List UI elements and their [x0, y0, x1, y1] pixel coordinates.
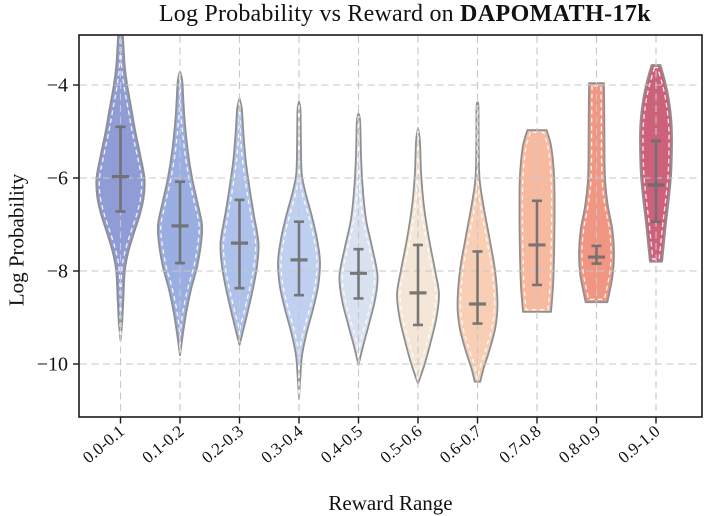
x-axis-label: Reward Range [328, 491, 453, 515]
gridlines [80, 36, 701, 416]
plot-border [78, 34, 703, 418]
x-tick-label: 0.0-0.1 [79, 422, 128, 468]
x-tick-label: 0.9-1.0 [614, 422, 663, 468]
axis-ticks [73, 84, 657, 424]
y-tick-label: −8 [47, 261, 68, 283]
x-tick-label: 0.3-0.4 [257, 421, 306, 467]
x-tick-label: 0.8-0.9 [555, 422, 604, 468]
x-tick-label: 0.5-0.6 [376, 422, 425, 468]
x-tick-label: 0.1-0.2 [138, 422, 187, 468]
violin-inset-0.8-0.9 [581, 85, 612, 301]
x-tick-label: 0.2-0.3 [198, 422, 247, 468]
y-tick-label: −6 [47, 168, 68, 190]
chart-title-dataset: DAPOMATH-17k [460, 1, 652, 27]
x-tick-label: 0.4-0.5 [317, 422, 366, 468]
violin-stats [112, 125, 665, 327]
y-tick-label: −10 [37, 354, 68, 376]
violin-0.8-0.9 [578, 82, 615, 304]
violin-inset-0.9-1.0 [642, 66, 670, 260]
chart-title: Log Probability vs Reward on DAPOMATH-17… [0, 1, 718, 28]
x-tick-label: 0.6-0.7 [436, 421, 485, 467]
violin-inset-0.7-0.8 [521, 131, 553, 311]
y-tick-label: −4 [47, 75, 68, 97]
chart-title-prefix: Log Probability vs Reward on [158, 1, 461, 27]
x-tick-label: 0.7-0.8 [495, 422, 544, 468]
